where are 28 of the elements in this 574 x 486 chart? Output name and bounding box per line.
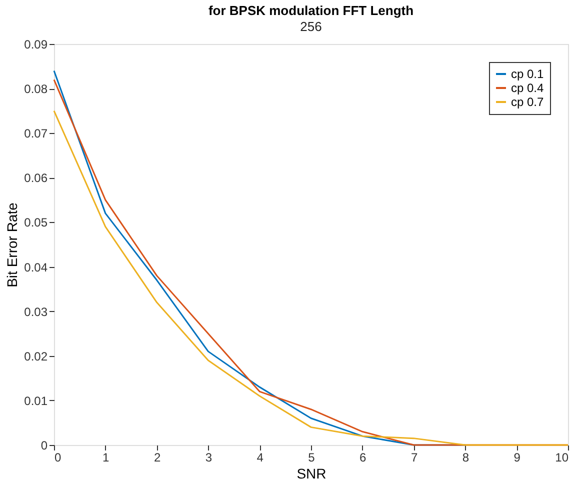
y-tick-label: 0.06 — [24, 171, 48, 186]
y-tick-label: 0.04 — [24, 260, 48, 274]
y-tick-label: 0.01 — [24, 394, 48, 408]
x-axis-title: SNR — [296, 466, 326, 482]
legend-label: cp 0.4 — [511, 81, 544, 95]
y-axis-title: Bit Error Rate — [4, 202, 20, 288]
y-tick-label: 0.07 — [24, 126, 48, 141]
y-tick-label: 0 — [40, 438, 48, 452]
legend-label: cp 0.7 — [511, 95, 544, 109]
x-tick-label: 5 — [308, 450, 316, 464]
x-tick-label: 3 — [205, 450, 212, 464]
y-tick-label: 0.05 — [24, 216, 48, 230]
y-tick-label: 0.08 — [24, 82, 48, 96]
x-tick-label: 1 — [102, 450, 110, 464]
x-tick-label: 2 — [154, 450, 161, 464]
x-tick-label: 6 — [360, 450, 367, 464]
x-tick-label: 4 — [256, 450, 264, 464]
x-tick-label: 9 — [514, 450, 521, 464]
x-tick-label: 7 — [410, 450, 418, 464]
chart-subtitle: 256 — [300, 19, 322, 34]
x-tick-label: 8 — [462, 450, 470, 464]
chart-title: for BPSK modulation FFT Length — [208, 3, 414, 18]
x-tick-label: 0 — [54, 450, 62, 464]
y-tick-label: 0.03 — [24, 304, 48, 319]
x-tick-label: 10 — [555, 450, 569, 464]
y-tick-label: 0.02 — [24, 349, 48, 364]
y-tick-label: 0.09 — [24, 38, 48, 52]
legend-label: cp 0.1 — [511, 67, 544, 81]
